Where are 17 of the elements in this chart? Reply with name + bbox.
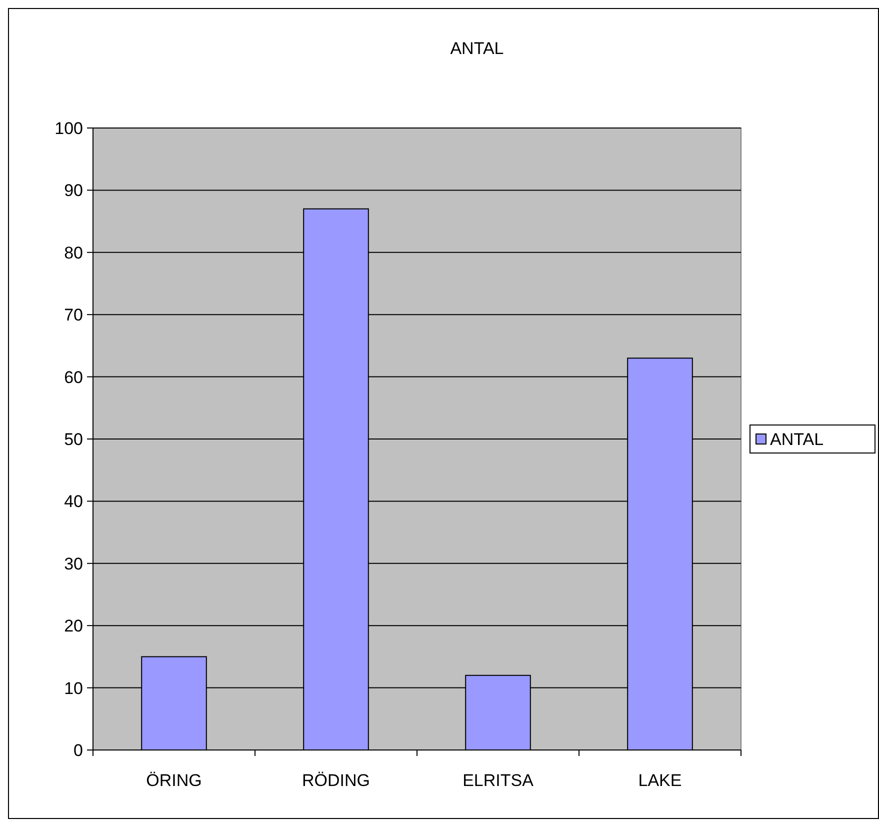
x-tick-label: ÖRING <box>146 771 202 790</box>
x-tick-label: RÖDING <box>302 771 370 790</box>
y-tick-label: 70 <box>64 306 83 325</box>
y-tick-label: 60 <box>64 368 83 387</box>
y-tick-label: 50 <box>64 430 83 449</box>
y-tick-label: 30 <box>64 554 83 574</box>
y-tick-label: 10 <box>64 678 83 698</box>
legend-label: ANTAL <box>770 430 824 449</box>
y-tick-label: 20 <box>64 616 83 636</box>
y-tick-label: 40 <box>64 492 83 512</box>
x-tick-label: ELRITSA <box>462 771 534 790</box>
x-tick-label: LAKE <box>638 771 682 790</box>
y-tick-label: 0 <box>74 740 83 760</box>
y-tick-label: 90 <box>64 181 83 200</box>
y-tick-label: 100 <box>54 118 83 138</box>
y-tick-label: 80 <box>64 243 83 262</box>
chart-title: ANTAL <box>450 39 504 58</box>
